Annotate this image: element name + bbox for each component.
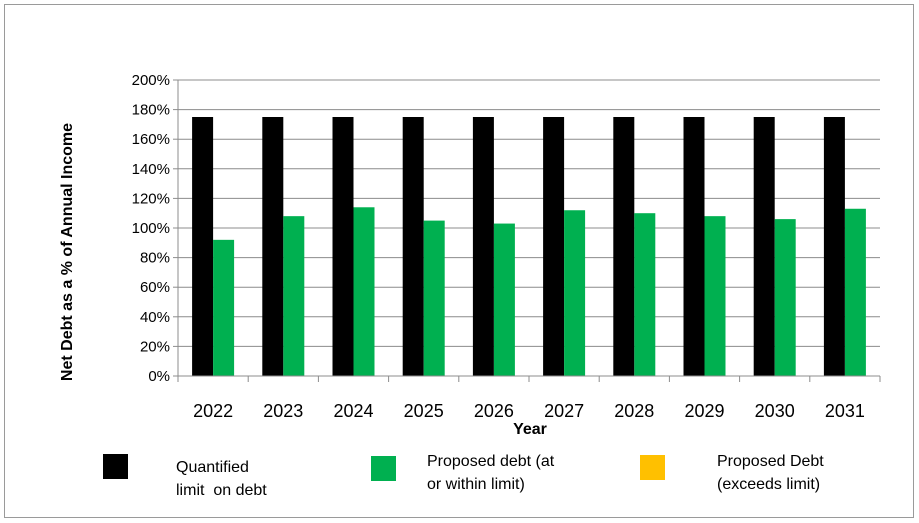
- bars: [192, 117, 866, 376]
- bar-proposed-debt-at-or-within-limit-2025: [423, 220, 445, 376]
- x-tick-label: 2022: [193, 401, 233, 421]
- bar-proposed-debt-at-or-within-limit-2022: [213, 239, 235, 376]
- x-tick-label: 2028: [614, 401, 654, 421]
- y-tick-label: 100%: [132, 220, 170, 237]
- x-tick-label: 2024: [333, 401, 373, 421]
- x-tick-label: 2025: [404, 401, 444, 421]
- bar-quantified-limit-on-debt-2022: [192, 117, 214, 376]
- legend-label: (exceeds limit): [717, 476, 820, 493]
- axes: [177, 80, 881, 382]
- x-tick-label: 2031: [825, 401, 865, 421]
- legend-label: Proposed Debt: [717, 453, 824, 470]
- bar-proposed-debt-at-or-within-limit-2028: [634, 213, 656, 376]
- bar-quantified-limit-on-debt-2028: [613, 117, 635, 376]
- bar-proposed-debt-at-or-within-limit-2027: [564, 210, 586, 376]
- bar-proposed-debt-at-or-within-limit-2031: [844, 208, 866, 376]
- legend-label: limit on debt: [176, 482, 267, 499]
- x-tick-label: 2029: [684, 401, 724, 421]
- y-tick-label: 0%: [148, 368, 170, 385]
- legend-label: or within limit): [427, 476, 525, 493]
- bar-quantified-limit-on-debt-2031: [823, 117, 845, 376]
- y-tick-label: 160%: [132, 131, 170, 148]
- legend-label: Proposed debt (at: [427, 453, 555, 470]
- x-tick-label: 2023: [263, 401, 303, 421]
- bar-quantified-limit-on-debt-2030: [753, 117, 775, 376]
- y-tick-label: 120%: [132, 190, 170, 207]
- bar-quantified-limit-on-debt-2023: [262, 117, 284, 376]
- y-tick-label: 200%: [132, 72, 170, 89]
- y-tick-label: 140%: [132, 161, 170, 178]
- bar-quantified-limit-on-debt-2025: [402, 117, 424, 376]
- y-axis-title: Net Debt as a % of Annual Income: [59, 123, 76, 381]
- y-tick-label: 40%: [140, 309, 170, 326]
- bar-proposed-debt-at-or-within-limit-2023: [283, 216, 305, 376]
- legend-swatch: [103, 454, 128, 479]
- bar-quantified-limit-on-debt-2029: [683, 117, 705, 376]
- x-tick-label: 2026: [474, 401, 514, 421]
- y-tick-label: 80%: [140, 250, 170, 267]
- bar-proposed-debt-at-or-within-limit-2026: [493, 223, 515, 376]
- bar-quantified-limit-on-debt-2024: [332, 117, 354, 376]
- y-tick-labels: 0% 20% 40% 60% 80% 100% 120% 140% 160% 180% 200%: [132, 72, 170, 385]
- legend-swatch: [371, 456, 396, 481]
- bar-proposed-debt-at-or-within-limit-2030: [774, 219, 796, 376]
- x-tick-label: 2027: [544, 401, 584, 421]
- x-tick-label: 2030: [755, 401, 795, 421]
- legend-swatch: [640, 455, 665, 480]
- y-tick-label: 60%: [140, 279, 170, 296]
- x-axis-title: Year: [513, 421, 547, 438]
- bar-proposed-debt-at-or-within-limit-2029: [704, 216, 726, 376]
- legend-label: Quantified: [176, 459, 249, 476]
- bar-quantified-limit-on-debt-2026: [472, 117, 494, 376]
- legend: Quantified limit on debt Proposed debt (at…: [103, 453, 824, 499]
- y-tick-label: 20%: [140, 338, 170, 355]
- x-tick-labels: 2022 2023 2024 2025 2026 2027 2028 2029 2030 2031: [193, 401, 865, 421]
- bar-quantified-limit-on-debt-2027: [543, 117, 565, 376]
- bar-proposed-debt-at-or-within-limit-2024: [353, 207, 375, 376]
- y-tick-label: 180%: [132, 102, 170, 119]
